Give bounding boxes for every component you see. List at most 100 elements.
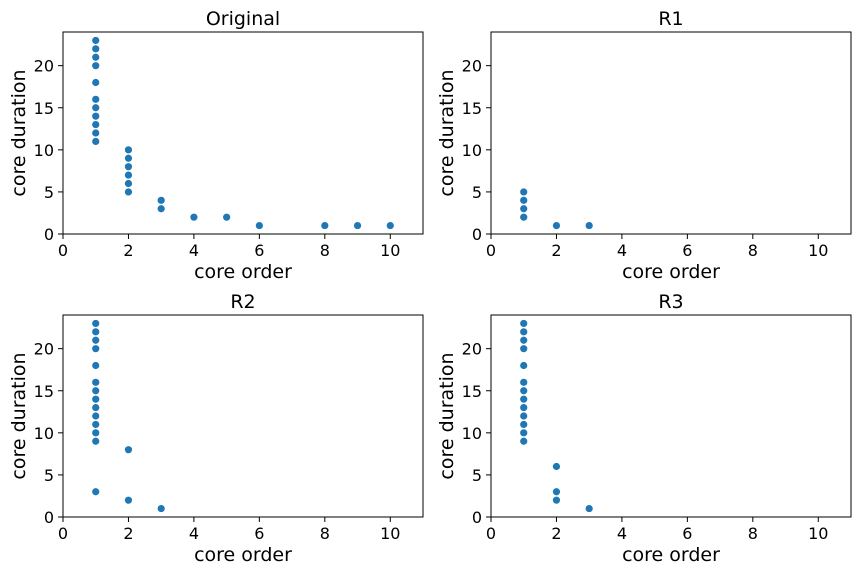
y-tick-label: 15 (34, 382, 54, 401)
plot-frame (490, 314, 852, 518)
x-tick-label: 6 (254, 241, 264, 260)
chart-title: R1 (658, 8, 683, 30)
y-tick-label: 20 (34, 340, 54, 359)
y-tick-label: 10 (34, 141, 54, 160)
data-point (92, 129, 100, 137)
x-tick-label: 6 (254, 524, 264, 543)
data-point (552, 462, 561, 471)
data-point (552, 221, 561, 230)
data-point (124, 171, 133, 179)
data-point (124, 146, 133, 154)
data-point (353, 221, 362, 230)
y-tick-label: 5 (44, 183, 54, 202)
data-point (124, 446, 133, 454)
y-axis-label: core duration (8, 352, 30, 479)
data-point (124, 154, 133, 162)
data-point (520, 403, 528, 412)
x-tick-label: 4 (189, 241, 199, 260)
data-point (520, 345, 528, 353)
y-tick-label: 0 (472, 508, 482, 527)
data-point (552, 488, 561, 496)
y-tick-label: 5 (472, 183, 482, 202)
data-point (92, 378, 100, 386)
data-point (92, 104, 100, 112)
data-point (520, 420, 528, 429)
data-point (520, 319, 528, 328)
data-point (92, 62, 100, 70)
data-point (520, 387, 528, 395)
x-tick-label: 8 (748, 241, 758, 260)
data-point (92, 345, 100, 353)
x-tick-label: 6 (682, 241, 692, 260)
data-point (520, 336, 528, 344)
y-tick-label: 20 (462, 57, 482, 76)
chart-panel-4: 0 2 4 6 8 10 0 5 10 15 20 R3 core order core duration (436, 291, 852, 566)
x-axis-label: core order (622, 261, 720, 283)
data-point (223, 213, 231, 221)
y-axis-label: core duration (436, 352, 458, 479)
x-tick-label: 4 (189, 524, 199, 543)
data-point (157, 205, 165, 213)
data-point (92, 45, 100, 53)
x-tick-label: 8 (748, 524, 758, 543)
data-point (124, 179, 133, 188)
data-point (157, 196, 165, 204)
data-point (92, 328, 100, 336)
x-axis-label: core order (194, 261, 292, 283)
data-point (92, 120, 100, 129)
x-tick-label: 0 (486, 241, 496, 260)
data-point (92, 95, 100, 103)
data-point (520, 205, 528, 213)
data-point (124, 188, 133, 196)
data-point (92, 319, 100, 328)
x-tick-label: 4 (617, 524, 627, 543)
y-tick-label: 0 (44, 508, 54, 527)
y-axis-label: core duration (436, 69, 458, 196)
data-point (92, 488, 100, 496)
data-point (386, 221, 394, 230)
x-axis-label: core order (622, 544, 720, 566)
plot-frame (490, 31, 852, 235)
data-point (92, 53, 100, 61)
data-point (520, 196, 528, 204)
chart-title: R2 (230, 291, 255, 313)
y-tick-label: 0 (44, 225, 54, 244)
x-tick-label: 10 (808, 524, 828, 543)
y-axis-label: core duration (8, 69, 30, 196)
data-point (520, 429, 528, 437)
data-point (520, 437, 528, 445)
x-tick-label: 2 (123, 241, 133, 260)
x-tick-label: 10 (380, 524, 400, 543)
data-point (520, 412, 528, 420)
y-tick-label: 15 (34, 99, 54, 118)
chart-panel-1: 0 2 4 6 8 10 0 5 10 15 20 Original core order core du… (8, 8, 424, 283)
data-point (552, 496, 561, 504)
data-point (124, 163, 133, 171)
x-tick-label: 2 (551, 241, 561, 260)
data-point (92, 429, 100, 437)
chart-panel-2: 0 2 4 6 8 10 0 5 10 15 20 R1 core order core duration (436, 8, 852, 283)
data-point (190, 213, 198, 221)
data-point (520, 361, 528, 370)
x-tick-label: 2 (551, 524, 561, 543)
y-tick-label: 10 (462, 424, 482, 443)
x-tick-label: 8 (320, 241, 330, 260)
data-point (92, 437, 100, 445)
y-tick-label: 0 (472, 225, 482, 244)
data-point (92, 137, 100, 146)
chart-title: Original (206, 8, 280, 30)
data-point (92, 403, 100, 412)
x-axis-label: core order (194, 544, 292, 566)
data-point (92, 112, 100, 120)
data-point (92, 387, 100, 395)
x-tick-label: 10 (808, 241, 828, 260)
y-tick-label: 10 (462, 141, 482, 160)
data-point (321, 221, 329, 230)
data-point (520, 188, 528, 196)
chart-panel-3: 0 2 4 6 8 10 0 5 10 15 20 R2 core order core duration (8, 291, 424, 566)
data-point (520, 395, 528, 403)
plot-frame (62, 31, 424, 235)
y-tick-label: 5 (44, 466, 54, 485)
plot-frame (62, 314, 424, 518)
